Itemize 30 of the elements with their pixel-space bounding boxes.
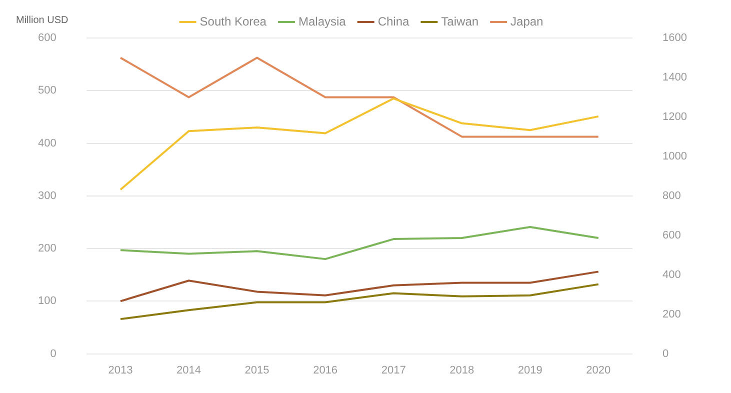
y2-tick-label: 1200 bbox=[662, 110, 688, 123]
y-tick-label: 400 bbox=[38, 137, 56, 150]
x-tick-label: 2014 bbox=[176, 364, 202, 376]
y-tick-label: 600 bbox=[38, 32, 56, 44]
legend-label: Taiwan bbox=[441, 14, 479, 28]
y-tick-label: 300 bbox=[38, 190, 56, 202]
y2-tick-label: 800 bbox=[662, 190, 681, 202]
x-tick-label: 2018 bbox=[450, 364, 474, 376]
y-axis-title: Million USD bbox=[16, 14, 68, 26]
x-tick-label: 2019 bbox=[518, 364, 542, 376]
y-tick-label: 100 bbox=[38, 295, 56, 308]
x-tick-label: 2015 bbox=[244, 364, 270, 376]
x-tick-label: 2013 bbox=[108, 364, 133, 376]
x-tick-label: 2020 bbox=[586, 364, 611, 376]
y2-tick-label: 400 bbox=[662, 268, 681, 281]
legend-label: China bbox=[378, 14, 410, 28]
x-tick-label: 2016 bbox=[313, 364, 338, 376]
y-tick-label: 200 bbox=[38, 242, 56, 255]
y2-tick-label: 1600 bbox=[662, 32, 688, 44]
x-tick-label: 2017 bbox=[381, 364, 406, 376]
legend-label: South Korea bbox=[200, 14, 267, 28]
legend-label: Japan bbox=[510, 14, 544, 28]
legend-label: Malaysia bbox=[298, 14, 346, 28]
y-tick-label: 0 bbox=[50, 348, 56, 360]
y-tick-label: 500 bbox=[38, 84, 56, 97]
y2-tick-label: 600 bbox=[662, 229, 681, 242]
y2-tick-label: 200 bbox=[662, 308, 681, 320]
y2-tick-label: 1400 bbox=[662, 72, 688, 84]
y2-tick-label: 0 bbox=[662, 348, 669, 360]
y2-tick-label: 1000 bbox=[662, 150, 688, 162]
